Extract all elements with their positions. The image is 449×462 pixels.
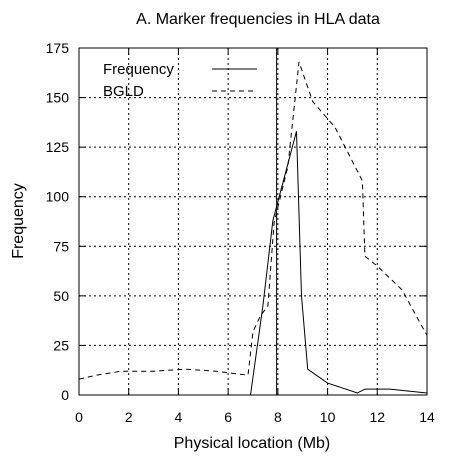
plot-frame: [78, 47, 428, 396]
x-tick-label: 0: [75, 409, 83, 425]
x-tick-label: 10: [320, 409, 336, 425]
series-line-frequency: [250, 131, 428, 396]
x-axis-label: Physical location (Mb): [174, 435, 331, 452]
series-line-bgld: [78, 61, 428, 380]
x-tick-label: 8: [274, 409, 282, 425]
legend-label-frequency: Frequency: [103, 61, 174, 78]
y-tick-label: 125: [46, 139, 70, 155]
y-tick-label: 175: [46, 40, 70, 56]
y-tick-label: 0: [61, 387, 69, 403]
y-tick-label: 25: [53, 337, 69, 353]
axis-ticks: [78, 47, 428, 396]
x-tick-label: 12: [369, 409, 385, 425]
y-tick-label: 50: [53, 288, 69, 304]
series-layer: [78, 61, 428, 396]
y-tick-label: 100: [46, 189, 70, 205]
legend-label-bgld: BGLD: [103, 83, 144, 100]
y-tick-label: 150: [46, 90, 70, 106]
y-tick-label: 75: [53, 238, 69, 254]
x-tick-labels: 0 2 4 6 8 10 12 14: [75, 409, 435, 425]
x-tick-label: 4: [175, 409, 183, 425]
chart-title: A. Marker frequencies in HLA data: [136, 11, 380, 28]
x-tick-label: 2: [125, 409, 133, 425]
y-axis-label: Frequency: [10, 183, 27, 259]
y-tick-labels: 0 25 50 75 100 125 150 175: [46, 40, 70, 403]
x-tick-label: 6: [224, 409, 232, 425]
grid-lines: [79, 48, 427, 395]
x-tick-label: 14: [419, 409, 435, 425]
legend: Frequency BGLD: [103, 61, 257, 100]
